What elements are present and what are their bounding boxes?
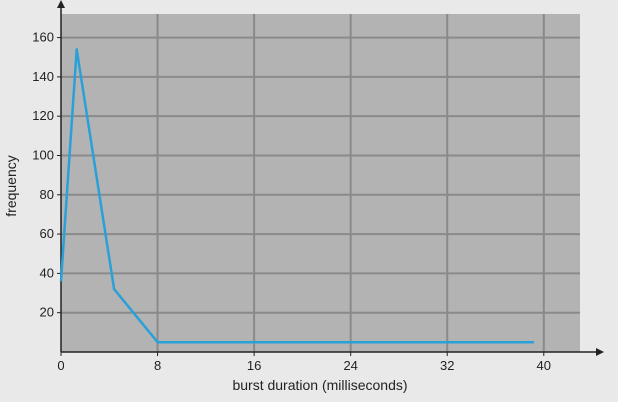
y-tick-label: 20 [40,305,54,320]
x-tick-label: 24 [343,358,357,373]
x-tick-label: 16 [247,358,261,373]
y-tick-label: 40 [40,265,54,280]
grid [61,14,580,352]
y-axis [57,0,65,352]
y-tick-label: 160 [32,30,54,45]
x-tick-label: 40 [537,358,551,373]
y-axis-arrow [57,0,65,8]
x-tick-label: 0 [57,358,64,373]
plot-area [61,14,580,352]
y-axis-title: frequency [3,155,19,216]
series-line [59,48,535,344]
x-tick-label: 8 [154,358,161,373]
y-tick-label: 120 [32,108,54,123]
x-axis [60,348,604,356]
x-axis-arrow [596,348,604,356]
y-tick-labels: 20 40 60 80 100 120 140 160 [32,30,54,320]
x-axis-title: burst duration (milliseconds) [232,377,407,393]
y-tick-label: 60 [40,226,54,241]
x-tick-labels: 0 8 16 24 32 40 [57,358,551,373]
series-group [59,48,535,344]
x-tick-label: 32 [440,358,454,373]
y-tick-label: 100 [32,147,54,162]
y-tick-label: 140 [32,69,54,84]
y-tick-label: 80 [40,187,54,202]
